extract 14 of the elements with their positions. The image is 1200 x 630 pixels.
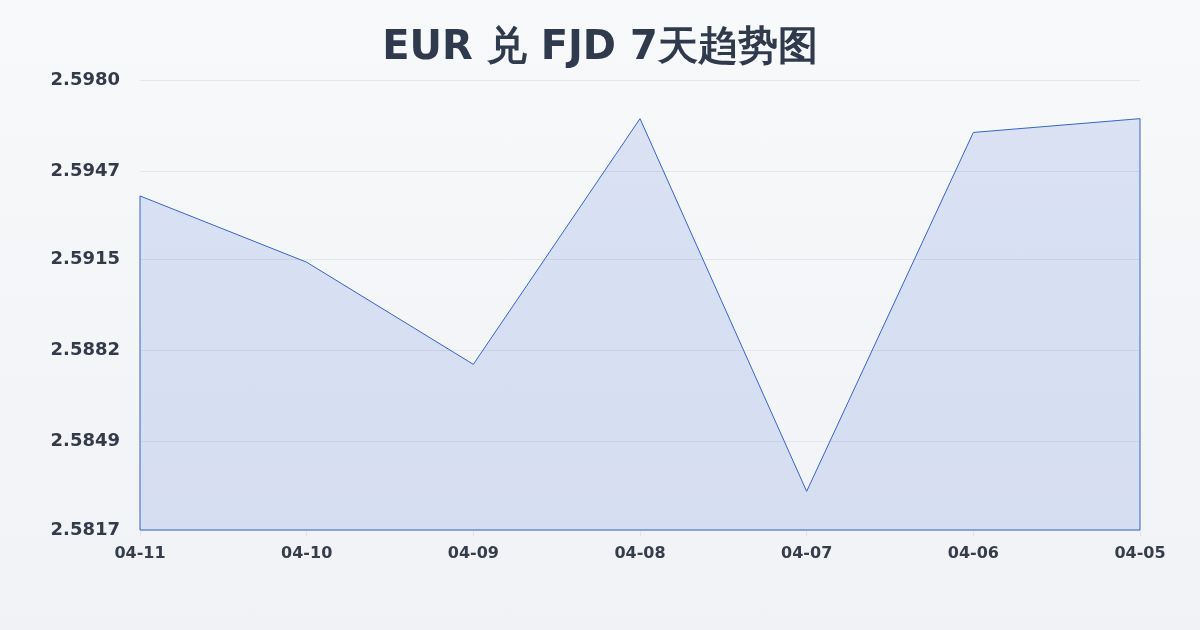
y-tick-label: 2.5915: [50, 247, 120, 269]
x-tick-label: 04-08: [614, 542, 666, 562]
x-tick-label: 04-07: [781, 542, 833, 562]
chart-title: EUR 兑 FJD 7天趋势图: [381, 21, 819, 69]
x-tick-label: 04-10: [281, 542, 333, 562]
y-tick-label: 2.5817: [50, 517, 120, 539]
y-tick-label: 2.5980: [50, 67, 120, 89]
x-tick-label: 04-06: [947, 542, 999, 562]
x-tick-label: 04-11: [114, 542, 166, 562]
y-tick-label: 2.5947: [50, 158, 120, 180]
x-tick-label: 04-05: [1114, 542, 1166, 562]
y-tick-label: 2.5849: [50, 429, 120, 451]
x-tick-label: 04-09: [447, 542, 499, 562]
y-tick-label: 2.5882: [50, 338, 120, 360]
